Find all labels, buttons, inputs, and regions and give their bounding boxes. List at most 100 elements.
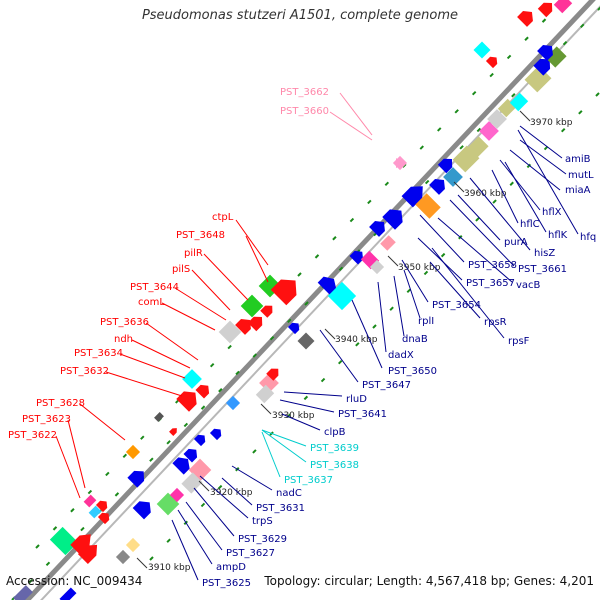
gc-track-dot: [45, 561, 51, 567]
tick-t3960: [453, 181, 465, 193]
gene-box-4: [88, 505, 102, 519]
gene-label-ampd: ampD: [216, 562, 246, 573]
tick-t3920: [198, 480, 210, 492]
gene-label-pst-3654: PST_3654: [432, 300, 481, 311]
gene-label-pst-3629: PST_3629: [238, 534, 287, 545]
gc-track-dot: [476, 127, 482, 133]
gc-track-dot: [562, 40, 568, 46]
gene-label-pst-3638: PST_3638: [310, 460, 359, 471]
gc-track-dot: [140, 435, 145, 440]
leader-line-32: [393, 275, 405, 337]
gene-arrow-64: [266, 368, 279, 381]
leader-line-11: [105, 371, 183, 397]
tick-t3930: [260, 403, 272, 415]
gene-arrow-11: [195, 384, 210, 399]
gene-label-pst-3660: PST_3660: [280, 106, 329, 117]
gene-box-38: [487, 109, 507, 129]
gene-label-pst-3650: PST_3650: [388, 366, 437, 377]
gene-arrow-48: [537, 2, 553, 18]
leader-line-21: [517, 129, 579, 235]
leader-line-43: [221, 477, 253, 506]
gene-label-pst-3641: PST_3641: [338, 409, 387, 420]
gc-track-dot: [541, 18, 547, 23]
gc-track-dot: [227, 344, 232, 350]
gene-label-amib: amiB: [565, 154, 591, 165]
gc-track-dot: [338, 266, 344, 272]
gene-label-ndh: ndh: [114, 334, 133, 345]
gene-label-pst-3644: PST_3644: [130, 282, 179, 293]
gc-track-dot: [28, 578, 33, 584]
skew-track-dot: [320, 377, 326, 383]
gc-track-dot: [437, 127, 442, 132]
gene-label-dnab: dnaB: [402, 334, 428, 345]
gene-label-pst-3623: PST_3623: [22, 414, 71, 425]
leader-line-0: [339, 92, 373, 136]
skew-track-dot: [355, 342, 360, 347]
gene-label-rpli: rplI: [418, 316, 434, 327]
leader-line-19: [491, 169, 519, 224]
gene-box-37: [479, 121, 499, 141]
gc-track-dot: [218, 388, 223, 393]
gc-track-dot: [459, 145, 464, 150]
skew-track-dot: [389, 306, 394, 311]
gene-label-dadx: dadX: [388, 350, 414, 361]
gc-track-dot: [80, 526, 85, 532]
gc-track-dot: [35, 544, 40, 549]
leader-line-10: [119, 353, 186, 379]
gene-label-pils: pilS: [172, 264, 190, 275]
gene-arrow-6: [97, 512, 110, 525]
gene-box-0: [49, 526, 79, 556]
tick-label-t3920: 3920 kbp: [210, 488, 253, 498]
gene-arrow-55: [183, 448, 198, 463]
skew-track-dot: [595, 92, 600, 97]
gene-label-mutl: mutL: [568, 170, 594, 181]
gene-label-pst-3637: PST_3637: [284, 475, 333, 486]
tick-t3910: [136, 557, 148, 569]
gene-box-58: [169, 487, 185, 503]
gene-label-hflx: hflX: [542, 207, 562, 218]
leader-line-9: [131, 339, 191, 369]
leader-line-25: [449, 199, 515, 267]
genome-backbone-inner: [40, 5, 600, 600]
gene-label-pst-3648: PST_3648: [176, 230, 225, 241]
tick-label-t3960: 3960 kbp: [464, 189, 507, 199]
gene-label-coml: comL: [138, 297, 165, 308]
gene-label-vacb: vacB: [516, 280, 541, 291]
gc-track-dot: [511, 93, 516, 98]
gene-label-pst-3625: PST_3625: [202, 578, 251, 589]
leader-line-24: [419, 214, 465, 263]
gene-box-61: [225, 395, 241, 411]
leader-line-5: [191, 269, 231, 311]
tick-label-t3940: 3940 kbp: [335, 335, 378, 345]
skew-track-dot: [440, 252, 446, 258]
gc-track-dot: [235, 370, 240, 376]
gene-arrow-19: [260, 305, 273, 318]
gene-box-31: [415, 193, 441, 219]
gene-label-trps: trpS: [252, 516, 273, 527]
leader-line-30: [403, 269, 421, 319]
skew-track-dot: [200, 502, 206, 508]
tick-t3950: [387, 255, 399, 267]
leader-line-2: [235, 219, 269, 266]
gene-label-pst-3634: PST_3634: [74, 348, 123, 359]
leader-line-3: [245, 235, 269, 283]
gene-label-rpsr: rpsR: [484, 317, 507, 328]
gc-track-dot: [183, 422, 189, 428]
gene-label-hflk: hflK: [548, 230, 568, 241]
gene-box-26: [369, 259, 385, 275]
skew-track-dot: [149, 556, 154, 561]
gene-arrow-20: [287, 322, 300, 335]
gene-arrow-18: [270, 279, 297, 306]
leader-line-23: [469, 177, 531, 251]
skew-track-dot: [372, 324, 377, 329]
leader-line-35: [319, 329, 359, 383]
gc-track-dot: [454, 109, 459, 114]
gc-track-dot: [166, 440, 171, 445]
tick-label-t3970: 3970 kbp: [530, 118, 573, 128]
gene-arrow-34: [437, 158, 453, 174]
gene-arrow-51: [127, 470, 145, 488]
gene-arrow-5: [95, 500, 108, 513]
gene-arrow-66: [209, 428, 222, 441]
gene-label-pst-3632: PST_3632: [60, 366, 109, 377]
genome-title: Pseudomonas stutzeri A1501, complete gen…: [141, 8, 459, 23]
